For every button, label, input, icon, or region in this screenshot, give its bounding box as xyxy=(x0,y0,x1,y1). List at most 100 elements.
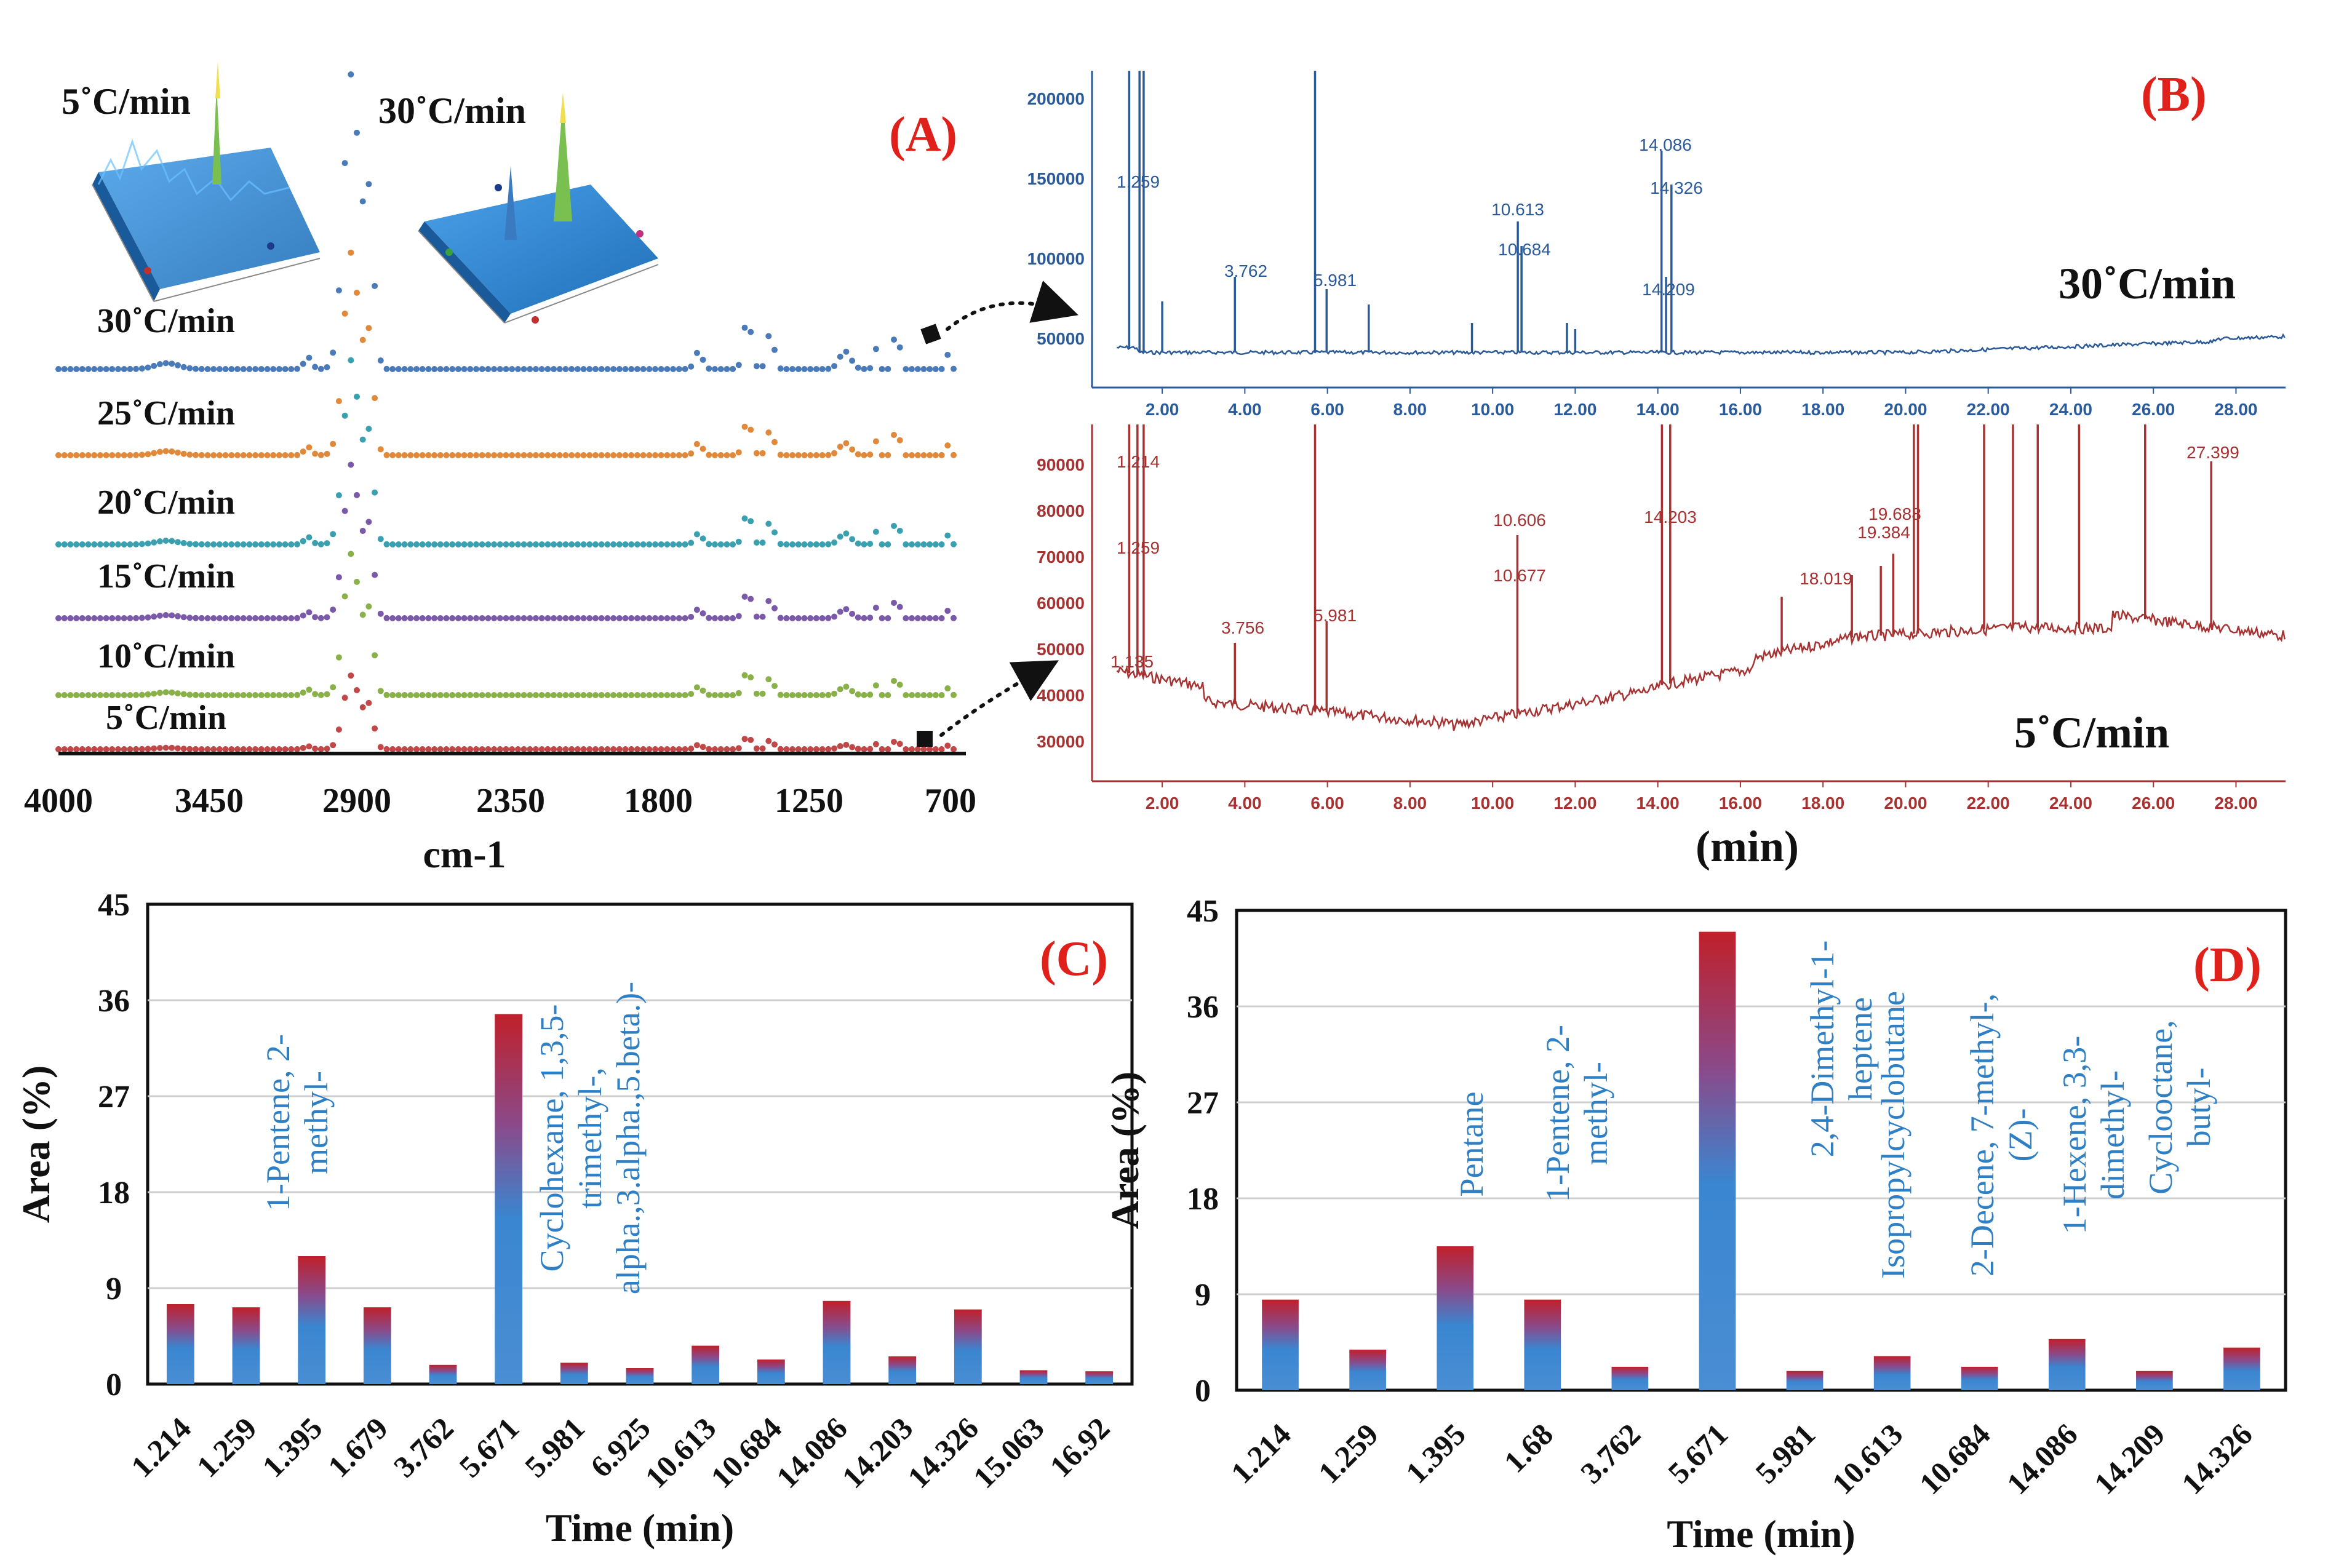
chrom-x-tick: 4.00 xyxy=(1228,400,1262,419)
ftir-point xyxy=(753,690,760,697)
ftir-point xyxy=(646,452,653,458)
chrom-peak-label: 10.684 xyxy=(1498,240,1551,259)
ftir-point xyxy=(533,692,539,698)
ftir-point xyxy=(204,692,211,698)
ftir-point xyxy=(503,692,509,698)
ftir-point xyxy=(520,452,527,458)
chrom-y-tick: 50000 xyxy=(1037,640,1085,659)
ftir-point xyxy=(885,615,891,621)
ftir-point xyxy=(61,692,68,698)
ftir-point xyxy=(151,613,157,620)
ftir-point xyxy=(67,452,74,458)
ftir-point xyxy=(449,746,456,752)
ftir-point xyxy=(354,687,360,693)
ftir-point xyxy=(879,541,885,547)
x-axis-label: Time (min) xyxy=(1667,1512,1855,1556)
ftir-point xyxy=(455,541,461,547)
ftir-point xyxy=(628,615,635,621)
ftir-point xyxy=(359,436,366,443)
bar xyxy=(429,1364,457,1384)
ftir-point xyxy=(258,366,265,372)
ftir-point xyxy=(324,691,330,698)
ftir-point xyxy=(240,452,247,458)
chrom-peak-label: 19.384 xyxy=(1857,523,1910,542)
ftir-point xyxy=(431,692,438,698)
x-tick-label: 1.679 xyxy=(321,1411,394,1484)
bar xyxy=(495,1014,523,1384)
ftir-point xyxy=(55,366,62,372)
ftir-point xyxy=(944,532,951,539)
compound-annotation: Cyclooctane, butyl- xyxy=(2142,1020,2217,1194)
ftir-point xyxy=(97,541,103,547)
ftir-point xyxy=(795,746,802,752)
y-tick-label: 18 xyxy=(1187,1182,1219,1217)
ftir-point xyxy=(258,615,265,621)
ftir-point xyxy=(849,610,856,617)
ftir-point xyxy=(741,594,748,600)
ftir-point xyxy=(127,692,134,698)
ftir-point xyxy=(885,365,891,372)
ftir-point xyxy=(855,746,861,752)
ftir-point xyxy=(556,541,563,547)
ftir-point xyxy=(365,699,372,706)
x-tick-label: 3.762 xyxy=(387,1411,460,1484)
ftir-point xyxy=(377,688,384,694)
ftir-point xyxy=(85,746,92,752)
ftir-point xyxy=(819,541,826,547)
bar xyxy=(1262,1299,1299,1390)
ftir-point xyxy=(556,692,563,698)
ftir-point xyxy=(73,541,80,547)
bar xyxy=(232,1307,260,1384)
bar xyxy=(1961,1366,1998,1390)
ftir-point xyxy=(927,541,933,547)
ftir-point xyxy=(861,452,867,458)
chrom-peak-label: 19.688 xyxy=(1868,504,1921,523)
ftir-point xyxy=(819,746,826,752)
ftir-point xyxy=(879,366,885,372)
ftir-point xyxy=(67,746,74,752)
ftir-point xyxy=(395,746,402,752)
ftir-point xyxy=(443,746,450,752)
ftir-point xyxy=(580,615,587,621)
compound-annotation: 2-Decene, 7-methyl-, (Z)- xyxy=(1964,993,2039,1276)
ftir-point xyxy=(419,366,426,372)
y-tick-label: 27 xyxy=(1187,1086,1219,1121)
ftir-point xyxy=(198,746,205,752)
ftir-point xyxy=(628,452,635,458)
ftir-point xyxy=(891,600,897,606)
chrom-peak-label: 27.399 xyxy=(2186,443,2239,462)
ftir-point xyxy=(556,452,563,458)
chrom-x-tick: 6.00 xyxy=(1310,794,1344,813)
ftir-point xyxy=(604,366,611,372)
ftir-point xyxy=(288,366,295,372)
ftir-point xyxy=(437,746,444,752)
ftir-point xyxy=(138,691,145,698)
ftir-point xyxy=(407,452,414,458)
chrom-x-tick: 28.00 xyxy=(2214,794,2257,813)
ftir-point xyxy=(449,541,456,547)
plot-frame xyxy=(1235,909,2287,1392)
ftir-point xyxy=(604,692,611,698)
ftir-point xyxy=(431,615,438,621)
ftir-point xyxy=(879,615,885,621)
ftir-point xyxy=(151,745,157,752)
ftir-point xyxy=(431,541,438,547)
compound-name-line: 2-Decene, 7-methyl-, xyxy=(1964,993,2001,1276)
chrom-peak-label: 5.981 xyxy=(1313,271,1357,290)
x-tick-label: 10.613 xyxy=(1825,1417,1910,1501)
bar xyxy=(298,1256,326,1384)
ftir-point xyxy=(79,541,86,547)
ftir-point xyxy=(551,541,557,547)
ftir-point xyxy=(789,692,796,698)
ftir-point xyxy=(527,692,533,698)
ftir-point xyxy=(920,746,927,752)
ftir-point xyxy=(138,615,145,621)
ftir-point xyxy=(885,541,891,547)
compound-annotation: Cyclohexane, 1,3,5- trimethyl-, alpha.,3.a… xyxy=(533,982,647,1294)
ftir-point xyxy=(610,366,617,372)
ftir-point xyxy=(377,744,384,750)
ftir-point xyxy=(425,746,432,752)
ftir-point xyxy=(180,450,187,457)
ftir-point xyxy=(867,541,874,547)
ftir-point xyxy=(652,366,658,372)
